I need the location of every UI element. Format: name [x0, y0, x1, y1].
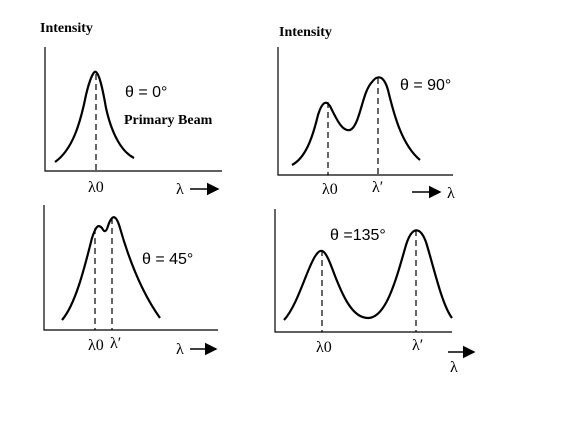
- angle-label-3: θ = 45°: [142, 251, 193, 268]
- intensity-curve-4: [283, 229, 453, 321]
- tick-lambda-prime-2: λ′: [372, 179, 383, 196]
- axes-2: [277, 47, 453, 176]
- intensity-label-2: Intensity: [279, 25, 332, 40]
- intensity-curve-1: [54, 70, 135, 163]
- tick-lambda0-2: λ0: [322, 181, 338, 198]
- angle-label-1: θ = 0°: [125, 84, 167, 101]
- panel-theta-135: θ =135° λ0 λ′ λ: [274, 209, 476, 376]
- axes-4: [274, 209, 452, 333]
- x-axis-label-3: λ: [176, 341, 184, 358]
- tick-lambda0-4: λ0: [316, 339, 332, 356]
- angle-label-4: θ =135°: [330, 227, 386, 244]
- panel-theta-45: θ = 45° λ0 λ′ λ: [43, 205, 218, 358]
- tick-lambda0-3: λ0: [88, 337, 104, 354]
- intensity-label-1: Intensity: [40, 21, 93, 36]
- x-axis-label-1: λ: [176, 181, 184, 198]
- intensity-curve-3: [61, 216, 161, 321]
- x-axis-label-2: λ: [447, 185, 455, 202]
- intensity-curve-2: [291, 76, 421, 166]
- x-axis-label-4: λ: [450, 359, 458, 376]
- tick-lambda-prime-3: λ′: [110, 335, 121, 352]
- panel-theta-0: Intensity θ = 0° Primary Beam λ0 λ: [40, 21, 222, 198]
- tick-lambda-prime-4: λ′: [412, 337, 423, 354]
- primary-beam-label: Primary Beam: [124, 113, 213, 128]
- tick-lambda0-1: λ0: [88, 179, 104, 196]
- axes-3: [43, 205, 218, 331]
- axes-1: [44, 47, 222, 172]
- panel-theta-90: Intensity θ = 90° λ0 λ′ λ: [277, 25, 455, 202]
- angle-label-2: θ = 90°: [400, 77, 451, 94]
